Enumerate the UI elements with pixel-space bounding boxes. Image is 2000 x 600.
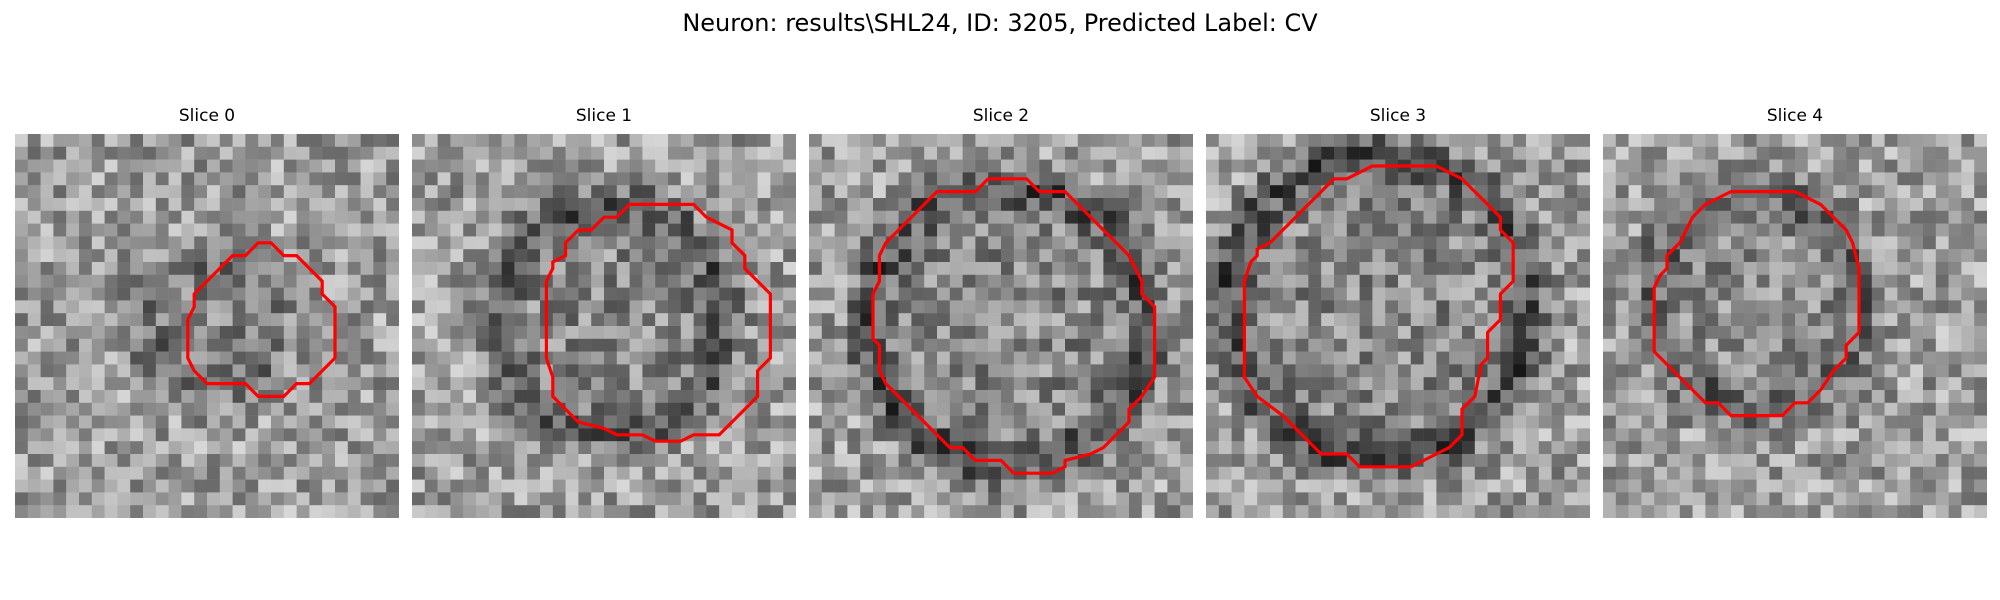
slice-image [15,134,399,518]
contour-outline [1652,190,1861,418]
contour-outline [544,202,772,443]
grayscale-pixel-grid [1206,134,1590,518]
contour-outline [1242,164,1515,469]
slice-title: Slice 4 [1766,106,1824,126]
figure-title: Neuron: results\SHL24, ID: 3205, Predict… [682,9,1318,37]
grayscale-pixel-grid [1603,134,1987,518]
grayscale-pixel-grid [15,134,399,518]
slice-title: Slice 2 [972,106,1030,126]
grayscale-pixel-grid [809,134,1193,518]
slice-image [412,134,796,518]
slice-title: Slice 1 [575,106,633,126]
contour-outline [186,241,337,398]
contour-outline [871,177,1157,475]
slice-image [809,134,1193,518]
slice-title: Slice 3 [1369,106,1427,126]
slice-title: Slice 0 [178,106,236,126]
grayscale-pixel-grid [412,134,796,518]
slice-image [1206,134,1590,518]
slice-image [1603,134,1987,518]
